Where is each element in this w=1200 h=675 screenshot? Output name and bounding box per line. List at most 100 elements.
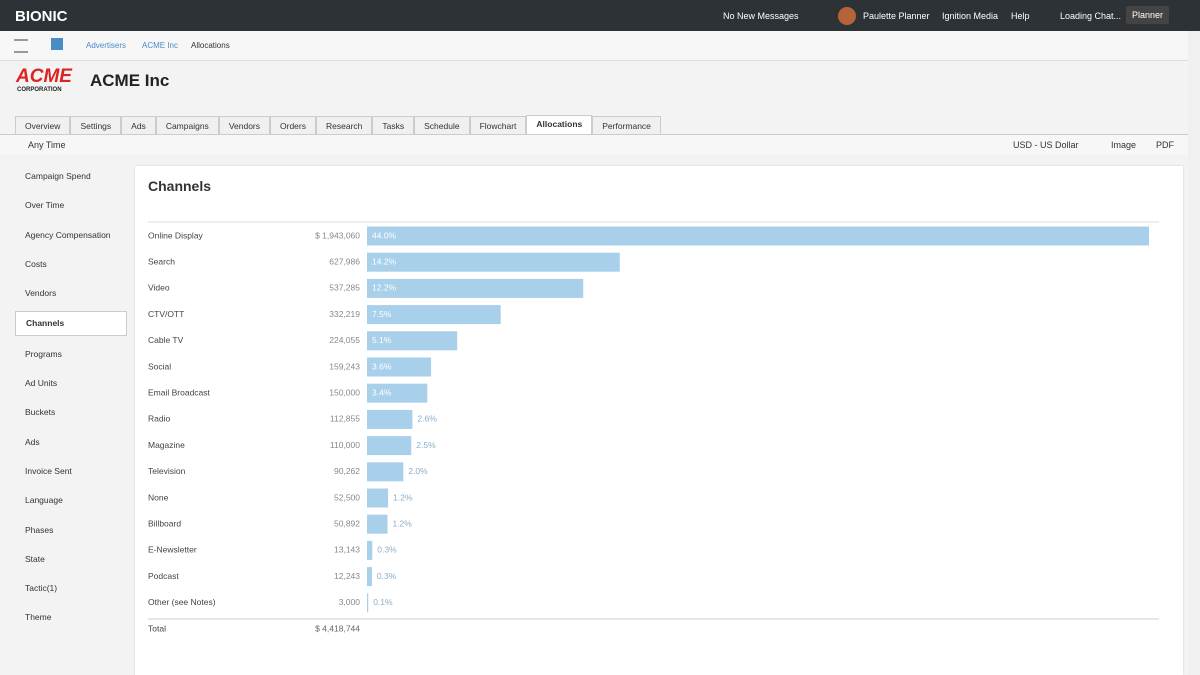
sidebar-item[interactable]: Channels	[15, 311, 127, 337]
sidebar-item[interactable]: Theme	[25, 612, 52, 623]
amount-label: 332,219	[329, 309, 360, 319]
tab[interactable]: Orders	[270, 116, 316, 134]
percent-label: 0.3%	[377, 571, 397, 581]
sidebar: Campaign Spend Over Time Agency Compensati…	[15, 165, 127, 636]
percent-label: 0.3%	[377, 545, 397, 555]
bar	[367, 593, 369, 613]
sidebar-item[interactable]: Vendors	[25, 288, 57, 299]
bar	[367, 305, 501, 325]
user[interactable]: Paulette Planner	[863, 11, 930, 21]
tab[interactable]: Schedule	[414, 116, 470, 134]
currency[interactable]: USD - US Dollar	[1013, 140, 1079, 150]
messages[interactable]: No New Messages	[723, 11, 799, 21]
bar	[367, 462, 404, 482]
tab[interactable]: Vendors	[218, 116, 271, 134]
bar	[367, 540, 373, 560]
logo: ACME	[16, 66, 72, 87]
percent-label: 1.2%	[392, 518, 412, 528]
tab[interactable]: Overview	[15, 116, 71, 134]
tab[interactable]: Performance	[592, 116, 661, 134]
menu-icon[interactable]	[14, 39, 28, 53]
tab[interactable]: Tasks	[372, 116, 415, 134]
amount-label: 110,000	[330, 440, 360, 450]
toolbar: Any Time USD - US Dollar Image PDF	[0, 134, 1188, 155]
role-menu[interactable]: Planner	[1126, 6, 1170, 24]
export-image[interactable]: Image	[1111, 140, 1137, 150]
row-label: Social	[148, 361, 171, 371]
tabs: Overview Settings Ads Campaigns Vendors Order…	[15, 115, 661, 134]
tab[interactable]: Allocations	[526, 115, 593, 134]
sidebar-item[interactable]: Ad Units	[25, 378, 58, 389]
breadcrumb: Advertisers ACME Inc Allocations	[0, 31, 1200, 61]
percent-label: 14.2%	[372, 256, 397, 266]
sidebar-item[interactable]: Buckets	[25, 407, 56, 418]
bar	[367, 226, 1149, 246]
amount-label: $ 1,943,060	[315, 230, 360, 240]
row-label: E-Newsletter	[148, 545, 197, 555]
date-range[interactable]: Any Time	[28, 140, 66, 150]
sidebar-item[interactable]: Language	[25, 495, 63, 506]
sidebar-item[interactable]: Invoice Sent	[25, 465, 72, 476]
percent-label: 2.0%	[408, 466, 428, 476]
logo-sub: CORPORATION	[17, 87, 62, 93]
row-label: Podcast	[148, 571, 179, 581]
tab[interactable]: Flowchart	[469, 116, 527, 134]
sidebar-item[interactable]: Costs	[25, 258, 47, 269]
amount-label: 90,262	[334, 466, 360, 476]
tab[interactable]: Ads	[121, 116, 156, 134]
row-label: Online Display	[148, 230, 204, 240]
percent-label: 2.5%	[416, 440, 436, 450]
sidebar-item[interactable]: Tactic(1)	[25, 583, 58, 594]
row-label: Cable TV	[148, 335, 184, 345]
brand[interactable]: BIONIC	[15, 8, 68, 25]
total-label: Total	[148, 623, 166, 633]
percent-label: 5.1%	[372, 335, 392, 345]
tab[interactable]: Settings	[70, 116, 122, 134]
percent-label: 1.2%	[393, 492, 413, 502]
percent-label: 7.5%	[372, 309, 392, 319]
amount-label: 52,500	[334, 492, 360, 502]
bar	[367, 436, 412, 456]
bar	[367, 252, 620, 272]
row-label: Video	[148, 283, 170, 293]
crumb[interactable]: Advertisers	[86, 41, 127, 50]
home-icon[interactable]	[51, 38, 63, 50]
percent-label: 12.2%	[372, 283, 397, 293]
amount-label: 12,243	[334, 571, 360, 581]
sidebar-item[interactable]: Ads	[25, 436, 40, 447]
chat[interactable]: Loading Chat...	[1060, 11, 1122, 21]
bar	[367, 383, 428, 403]
row-label: Other (see Notes)	[148, 597, 216, 607]
row-label: Email Broadcast	[148, 387, 211, 397]
help[interactable]: Help	[1011, 11, 1030, 21]
sidebar-item[interactable]: Agency Compensation	[25, 229, 111, 240]
total-value: $ 4,418,744	[315, 623, 360, 633]
percent-label: 2.6%	[417, 414, 437, 424]
sidebar-item[interactable]: State	[25, 553, 45, 564]
card: Channels Online Display $ 1,943,060 44.0% S…	[135, 166, 1183, 675]
sidebar-item[interactable]: Campaign Spend	[25, 171, 91, 181]
amount-label: 112,855	[330, 414, 360, 424]
bar	[367, 409, 413, 429]
card-title: Channels	[148, 178, 212, 194]
sidebar-item[interactable]: Over Time	[25, 200, 65, 211]
tab[interactable]: Campaigns	[155, 116, 219, 134]
sidebar-item[interactable]: Phases	[25, 524, 54, 535]
crumb[interactable]: ACME Inc	[142, 41, 179, 50]
percent-label: 3.6%	[372, 361, 392, 371]
sidebar-item[interactable]: Programs	[25, 348, 62, 359]
chart: Online Display $ 1,943,060 44.0% Search 627,…	[148, 221, 1159, 633]
amount-label: 537,285	[329, 283, 360, 293]
row-label: CTV/OTT	[148, 309, 184, 319]
tab[interactable]: Research	[316, 116, 373, 134]
bar	[367, 357, 432, 377]
row-label: Billboard	[148, 518, 181, 528]
row-label: Magazine	[148, 440, 185, 450]
bar	[367, 567, 372, 587]
amount-label: 150,000	[329, 387, 360, 397]
scrollbar	[1188, 31, 1200, 675]
org[interactable]: Ignition Media	[942, 11, 999, 21]
bar	[367, 514, 388, 534]
export-pdf[interactable]: PDF	[1156, 140, 1174, 150]
percent-label: 0.1%	[373, 597, 393, 607]
